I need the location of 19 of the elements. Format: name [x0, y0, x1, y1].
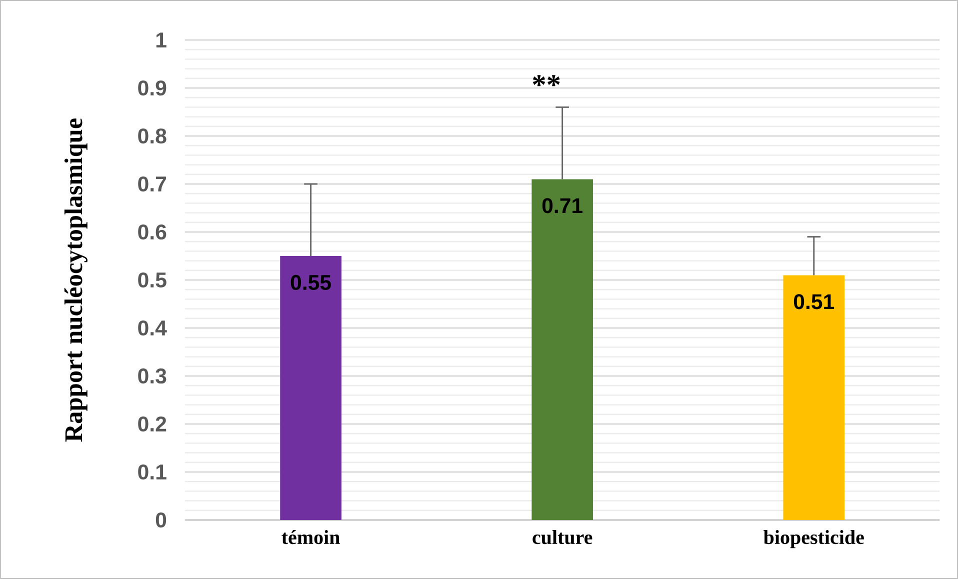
y-tick-label: 0.7: [138, 176, 166, 192]
y-tick-label: 0.9: [138, 80, 166, 96]
y-tick-label: 0.8: [138, 128, 166, 144]
y-tick-label: 0.2: [138, 416, 166, 432]
y-tick-label: 0.4: [138, 320, 167, 336]
y-tick-label: 0.6: [138, 224, 166, 240]
y-axis-title: Rapport nucléocytoplasmique: [64, 118, 88, 442]
y-tick-label: 0.3: [138, 368, 166, 384]
annotation: **: [532, 75, 560, 86]
data-label: 0.51: [794, 294, 834, 310]
y-tick-label: 1: [156, 32, 166, 48]
x-tick-label: biopesticide: [764, 530, 864, 548]
x-tick-label: témoin: [282, 530, 340, 544]
y-tick-label: 0: [156, 512, 166, 528]
data-label: 0.55: [290, 274, 331, 290]
x-tick-label: culture: [532, 530, 592, 544]
y-tick-label: 0.1: [138, 464, 166, 480]
data-label: 0.71: [542, 198, 582, 214]
y-tick-label: 0.5: [138, 272, 166, 288]
